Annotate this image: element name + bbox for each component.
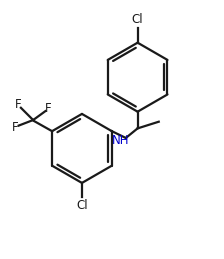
- Text: F: F: [45, 102, 52, 115]
- Text: NH: NH: [112, 134, 130, 147]
- Text: Cl: Cl: [132, 13, 143, 26]
- Text: Cl: Cl: [76, 199, 88, 212]
- Text: F: F: [15, 98, 21, 111]
- Text: F: F: [12, 120, 18, 134]
